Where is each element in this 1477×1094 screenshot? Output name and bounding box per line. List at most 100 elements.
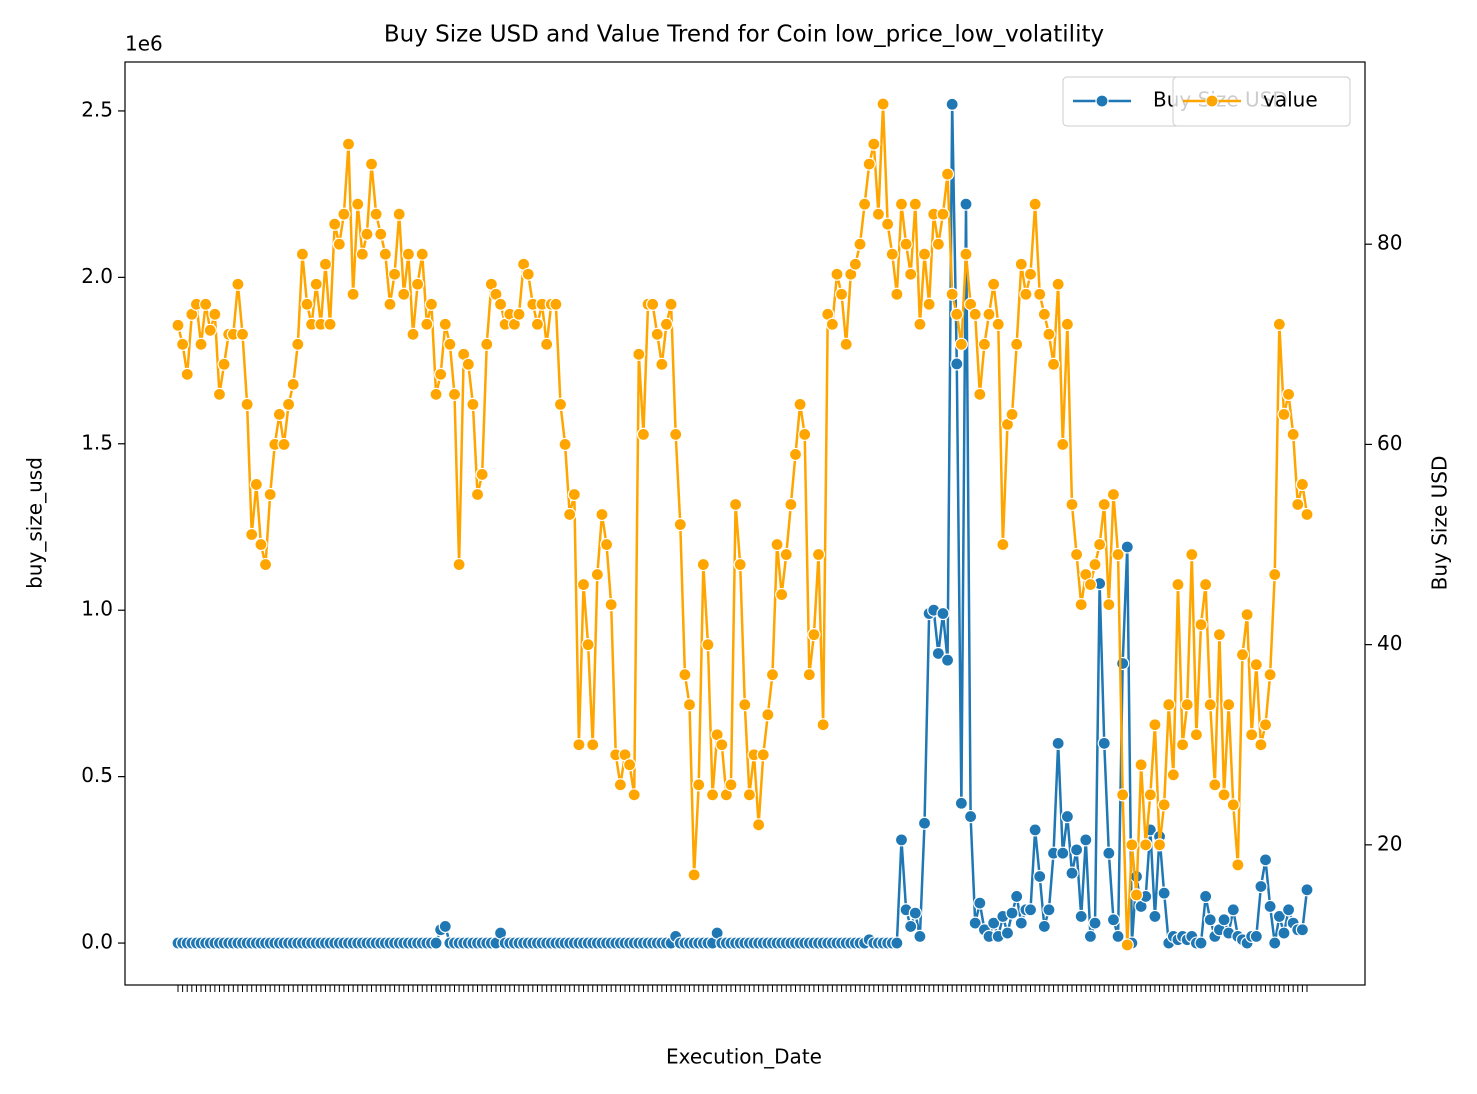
point: [682, 698, 697, 712]
point: [263, 487, 277, 502]
point: [987, 916, 1001, 930]
point: [1152, 838, 1167, 852]
y-offset-label: 1e6: [125, 32, 163, 56]
point: [549, 297, 563, 311]
point: [950, 307, 964, 321]
point: [1102, 597, 1116, 612]
point: [1291, 497, 1305, 512]
legend-box: [1172, 76, 1351, 127]
point: [208, 307, 222, 321]
point: [176, 337, 190, 351]
point: [199, 297, 213, 311]
point: [982, 307, 996, 321]
point: [655, 357, 669, 371]
point: [1014, 257, 1028, 271]
point: [673, 517, 687, 532]
point: [807, 628, 821, 642]
point: [770, 537, 784, 552]
point: [1231, 858, 1245, 872]
point: [1226, 798, 1240, 812]
point: [1088, 557, 1102, 572]
point: [461, 357, 475, 371]
point: [1240, 607, 1254, 622]
point: [788, 447, 803, 462]
point: [277, 437, 291, 452]
point: [447, 387, 462, 401]
series-line: [176, 103, 1309, 946]
y-tick-label: 2.5: [81, 97, 113, 121]
point: [1157, 886, 1171, 900]
point: [1088, 916, 1102, 930]
point: [881, 217, 895, 231]
point: [922, 297, 936, 311]
point: [1056, 437, 1070, 452]
point: [1037, 919, 1051, 934]
point: [1300, 507, 1314, 522]
point: [1010, 889, 1024, 904]
point: [1019, 287, 1033, 301]
point: [540, 337, 554, 351]
point: [1042, 327, 1056, 341]
point: [798, 427, 812, 442]
y2-axis-label: Buy Size USD: [1428, 456, 1452, 591]
point: [254, 537, 268, 552]
point: [701, 638, 715, 652]
legend-label: value: [1263, 88, 1318, 112]
point: [576, 577, 591, 592]
point: [779, 547, 793, 562]
point: [470, 487, 485, 502]
point: [567, 487, 581, 502]
point: [945, 97, 959, 111]
point: [328, 217, 342, 231]
point: [669, 427, 683, 442]
point: [1060, 809, 1074, 824]
point: [853, 237, 867, 251]
point: [940, 167, 955, 181]
point: [1258, 853, 1273, 867]
point: [775, 587, 789, 602]
point: [1254, 738, 1268, 752]
point: [885, 247, 899, 261]
point: [599, 537, 614, 552]
point: [968, 916, 982, 930]
point: [1162, 698, 1176, 712]
point: [908, 197, 922, 211]
point: [604, 597, 618, 612]
point: [931, 237, 945, 251]
point: [466, 397, 480, 411]
point: [950, 357, 964, 371]
point: [613, 778, 627, 792]
point: [203, 323, 217, 337]
point: [917, 816, 932, 830]
point: [1065, 497, 1079, 512]
legend-marker: [1095, 94, 1109, 108]
point: [387, 267, 402, 281]
point: [627, 788, 641, 802]
point: [991, 317, 1005, 331]
point: [964, 809, 978, 824]
point: [756, 748, 770, 762]
point: [987, 277, 1001, 291]
point: [392, 207, 406, 221]
point: [867, 137, 881, 151]
point: [355, 247, 369, 261]
y2-tick-label: 60: [1377, 431, 1402, 455]
point: [996, 537, 1010, 552]
point: [968, 307, 982, 321]
point: [913, 929, 927, 944]
point: [1069, 843, 1084, 857]
point: [1051, 277, 1065, 291]
point: [894, 833, 909, 847]
point: [332, 237, 346, 251]
point: [1042, 903, 1056, 917]
point: [415, 247, 429, 261]
point: [1005, 906, 1019, 920]
point: [1226, 903, 1240, 917]
point: [973, 387, 987, 401]
point: [936, 207, 950, 221]
point: [1185, 547, 1199, 562]
point: [1051, 736, 1065, 750]
point: [834, 287, 849, 301]
point: [245, 527, 259, 542]
